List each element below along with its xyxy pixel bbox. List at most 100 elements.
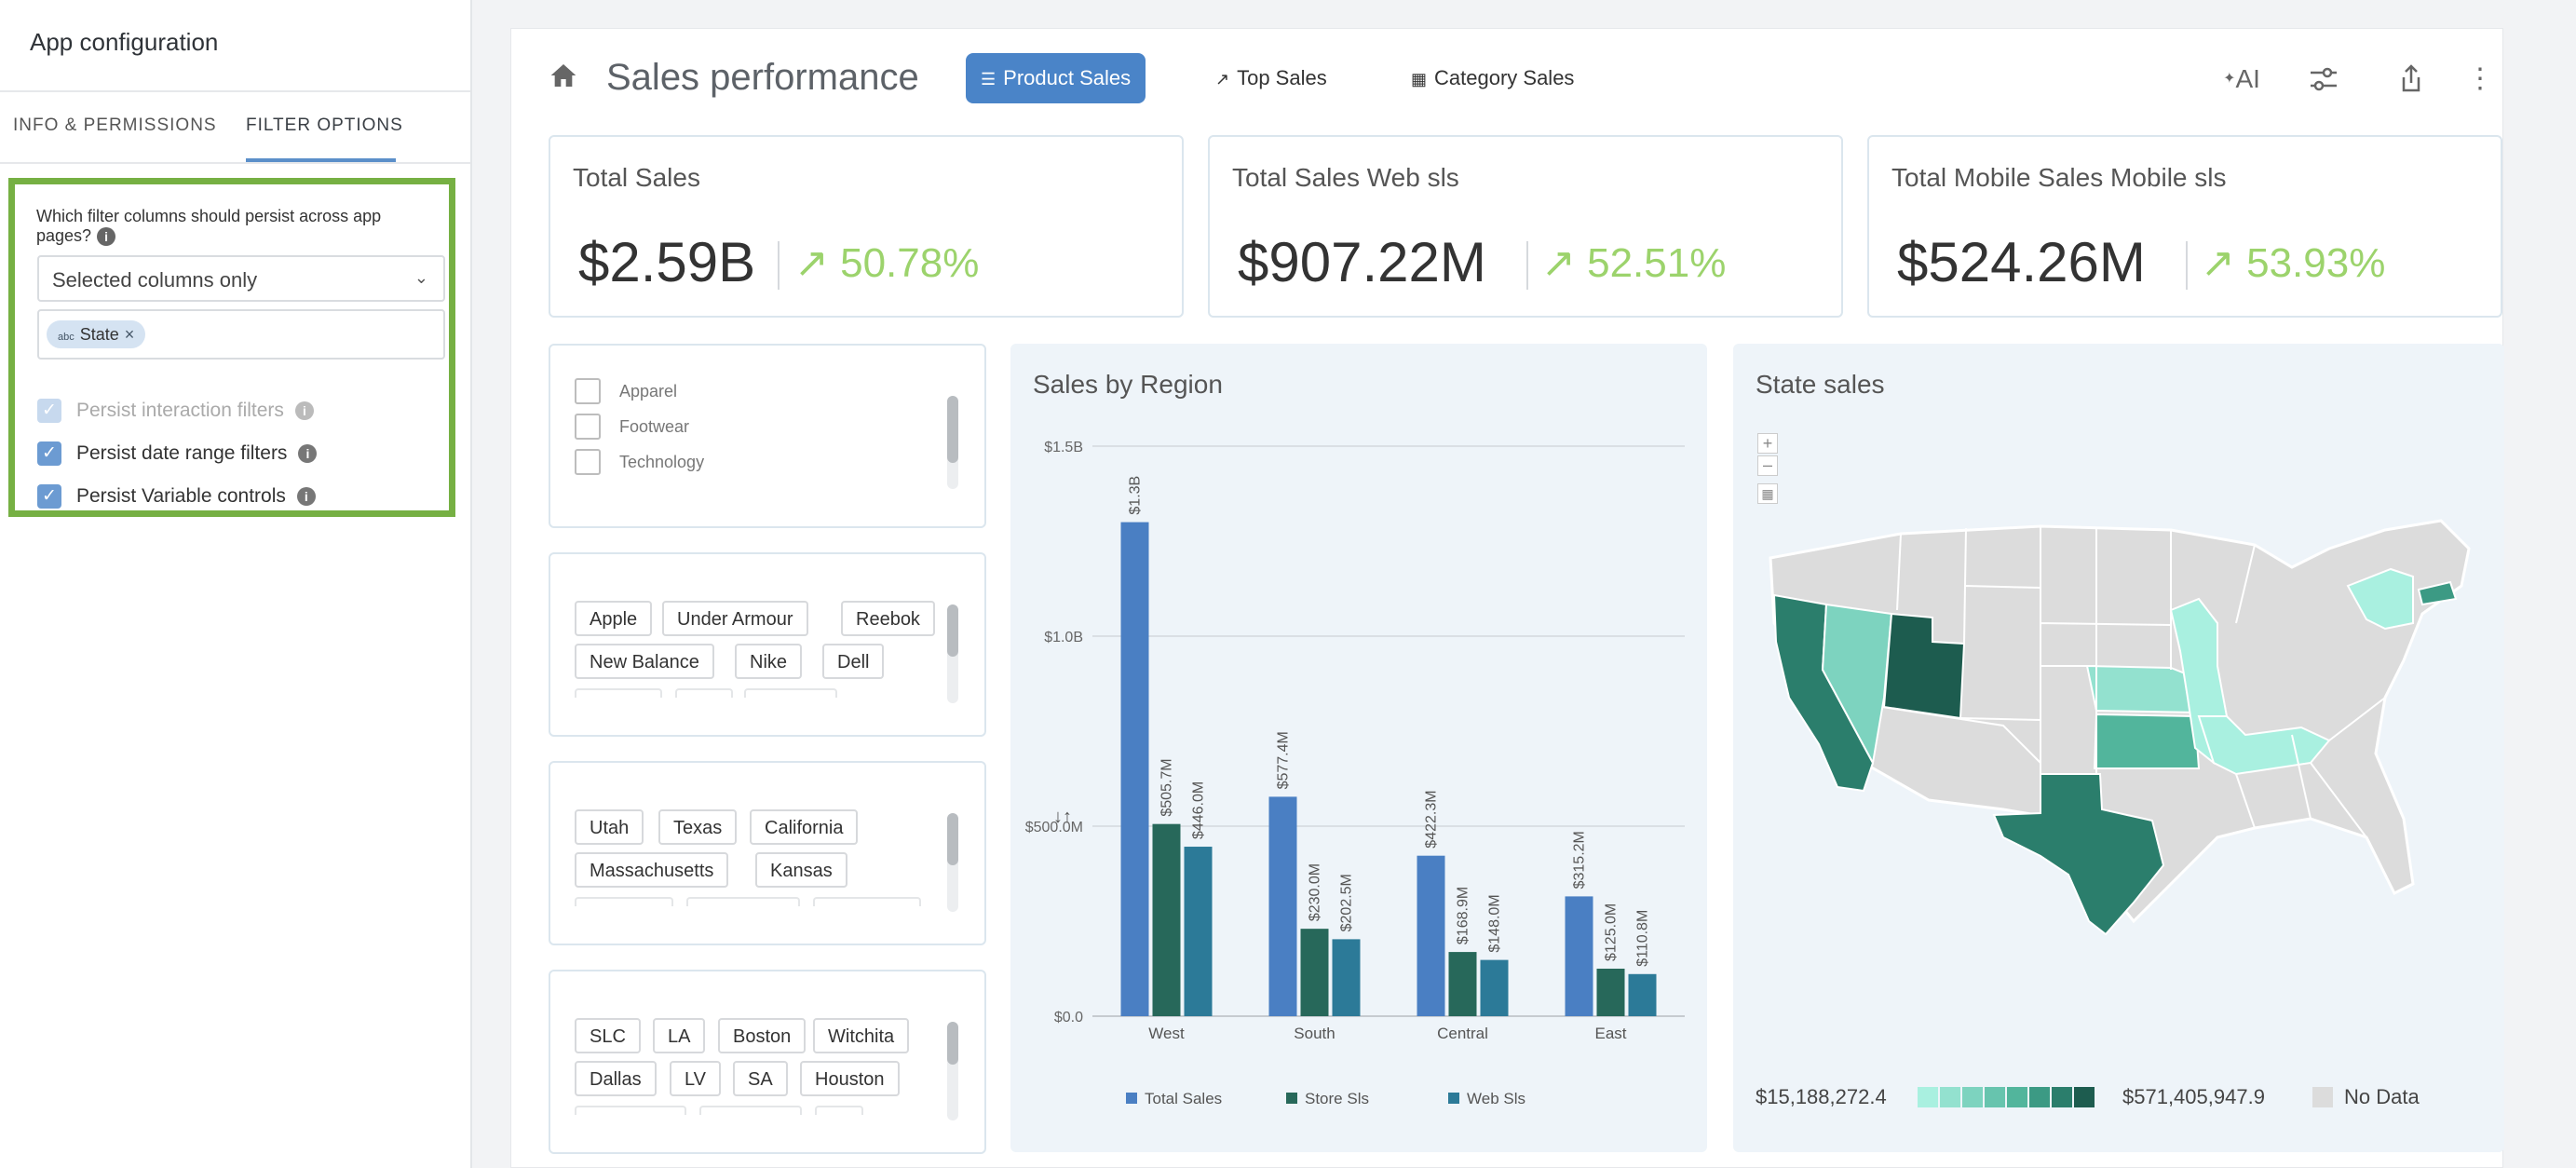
tab-product-sales[interactable]: ☰ Product Sales — [966, 53, 1146, 103]
persist-interaction-filters[interactable]: ✓ Persist interaction filters i — [37, 397, 314, 425]
bar[interactable] — [1152, 823, 1181, 1016]
column-chip-input[interactable]: abc State × — [37, 309, 445, 360]
scrollbar[interactable] — [947, 604, 958, 703]
kpi-title: Total Sales — [573, 163, 700, 192]
scrollbar[interactable] — [947, 1022, 958, 1120]
city-tag[interactable]: LA — [653, 1018, 706, 1053]
bar[interactable] — [1184, 847, 1213, 1016]
bar[interactable] — [1268, 796, 1297, 1016]
state-sales-card: State sales + – ▦ — [1733, 344, 2504, 1152]
ai-icon[interactable]: ✦AI — [2223, 61, 2260, 98]
zoom-in-icon[interactable]: + — [1757, 433, 1778, 454]
checkbox[interactable] — [575, 414, 601, 440]
tab-top-sales[interactable]: ↗ Top Sales — [1200, 53, 1342, 103]
city-tag[interactable]: SA — [733, 1061, 788, 1096]
info-icon[interactable]: i — [298, 444, 318, 463]
state-nebraska[interactable] — [2085, 664, 2200, 714]
info-icon[interactable]: i — [296, 487, 316, 506]
scrollbar-thumb[interactable] — [947, 813, 958, 865]
checkbox[interactable]: ✓ — [37, 441, 61, 466]
trend-up-icon: ↗ — [794, 240, 829, 286]
persist-variable-controls[interactable]: ✓ Persist Variable controls i — [37, 482, 316, 510]
scrollbar-thumb[interactable] — [947, 1022, 958, 1065]
bar[interactable] — [1480, 959, 1509, 1016]
scrollbar[interactable] — [947, 813, 958, 912]
reset-map-icon[interactable]: ▦ — [1757, 483, 1778, 504]
brand-tag[interactable]: Under Armour — [662, 601, 808, 636]
state-kansas[interactable] — [2093, 713, 2201, 769]
tab-filter-options[interactable]: FILTER OPTIONS — [246, 115, 403, 135]
bar[interactable] — [1332, 939, 1361, 1016]
info-icon[interactable]: i — [97, 227, 116, 247]
checkbox[interactable] — [575, 449, 601, 475]
city-tag[interactable]: Boston — [718, 1018, 807, 1053]
tab-info-permissions[interactable]: INFO & PERMISSIONS — [13, 115, 217, 135]
trend-up-icon: ↗ — [1541, 240, 1576, 286]
city-tag-partial — [699, 1106, 802, 1115]
bar[interactable] — [1120, 522, 1149, 1016]
sales-by-region-card: Sales by Region ↓↑ $0.0 $500.0M $1.0B $1.5B… — [1010, 344, 1707, 1152]
persist-question: Which filter columns should persist acro… — [36, 207, 437, 247]
option-label: Apparel — [619, 381, 678, 401]
filter-sliders-icon[interactable] — [2305, 61, 2342, 98]
home-icon[interactable] — [549, 61, 578, 90]
tab-category-sales[interactable]: ▦ Category Sales — [1396, 53, 1589, 103]
state-tag[interactable]: Kansas — [755, 852, 847, 888]
color-scale-step — [2052, 1087, 2072, 1107]
scrollbar[interactable] — [947, 396, 958, 489]
info-icon[interactable]: i — [294, 401, 314, 420]
legend-swatch — [1126, 1093, 1137, 1104]
state-nevada[interactable] — [1821, 603, 1893, 767]
state-borders — [1881, 526, 2386, 838]
city-tag[interactable]: SLC — [575, 1018, 641, 1053]
brand-tag[interactable]: New Balance — [575, 644, 714, 679]
state-tag[interactable]: Utah — [575, 809, 644, 845]
city-tag-partial — [575, 1106, 686, 1115]
remove-chip-icon[interactable]: × — [124, 325, 135, 344]
y-tick-label: $1.5B — [1044, 440, 1083, 455]
checkbox[interactable] — [575, 378, 601, 404]
state-new-york[interactable] — [2346, 567, 2414, 631]
checkbox[interactable]: ✓ — [37, 484, 61, 509]
persist-date-range-filters[interactable]: ✓ Persist date range filters i — [37, 440, 318, 468]
state-tag[interactable]: California — [750, 809, 859, 845]
kpi-change-value: 52.51% — [1587, 240, 1727, 286]
data-label: $1.3B — [1128, 476, 1144, 515]
data-label: $315.2M — [1572, 831, 1588, 889]
state-tag[interactable]: Massachusetts — [575, 852, 729, 888]
share-icon[interactable] — [2393, 61, 2430, 98]
legend-label: Store Sls — [1305, 1090, 1369, 1107]
kpi-value: $907.22M — [1238, 231, 1486, 293]
city-tag[interactable]: LV — [670, 1061, 721, 1096]
checkbox[interactable]: ✓ — [37, 399, 61, 423]
city-tag[interactable]: Dallas — [575, 1061, 657, 1096]
x-tick-label: West — [1148, 1025, 1185, 1042]
brand-tag[interactable]: Dell — [822, 644, 885, 679]
category-option[interactable]: Apparel — [575, 377, 677, 405]
state-massachusetts[interactable] — [2417, 580, 2458, 606]
data-label: $202.5M — [1339, 874, 1355, 931]
category-option[interactable]: Footwear — [575, 413, 689, 441]
persist-mode-select[interactable]: Selected columns only ⌄ — [37, 255, 445, 302]
scrollbar-thumb[interactable] — [947, 604, 958, 657]
tab-label: Category Sales — [1434, 66, 1575, 89]
page-title: Sales performance — [606, 57, 919, 98]
city-tag[interactable]: Witchita — [813, 1018, 910, 1053]
bar[interactable] — [1448, 952, 1477, 1016]
brand-tag[interactable]: Nike — [735, 644, 803, 679]
bar[interactable] — [1417, 855, 1445, 1016]
city-tag[interactable]: Houston — [800, 1061, 900, 1096]
bar[interactable] — [1596, 969, 1625, 1016]
zoom-out-icon[interactable]: – — [1757, 455, 1778, 476]
brand-tag[interactable]: Reebok — [841, 601, 935, 636]
scrollbar-thumb[interactable] — [947, 396, 958, 463]
bar[interactable] — [1628, 973, 1657, 1016]
brand-tag[interactable]: Apple — [575, 601, 653, 636]
bar[interactable] — [1565, 896, 1593, 1016]
bar[interactable] — [1300, 929, 1329, 1016]
state-texas[interactable] — [1992, 773, 2165, 936]
sort-icon[interactable]: ↓↑ — [1053, 807, 1072, 827]
category-option[interactable]: Technology — [575, 448, 704, 476]
more-options-icon[interactable]: ⋮ — [2466, 63, 2494, 94]
state-tag[interactable]: Texas — [658, 809, 738, 845]
